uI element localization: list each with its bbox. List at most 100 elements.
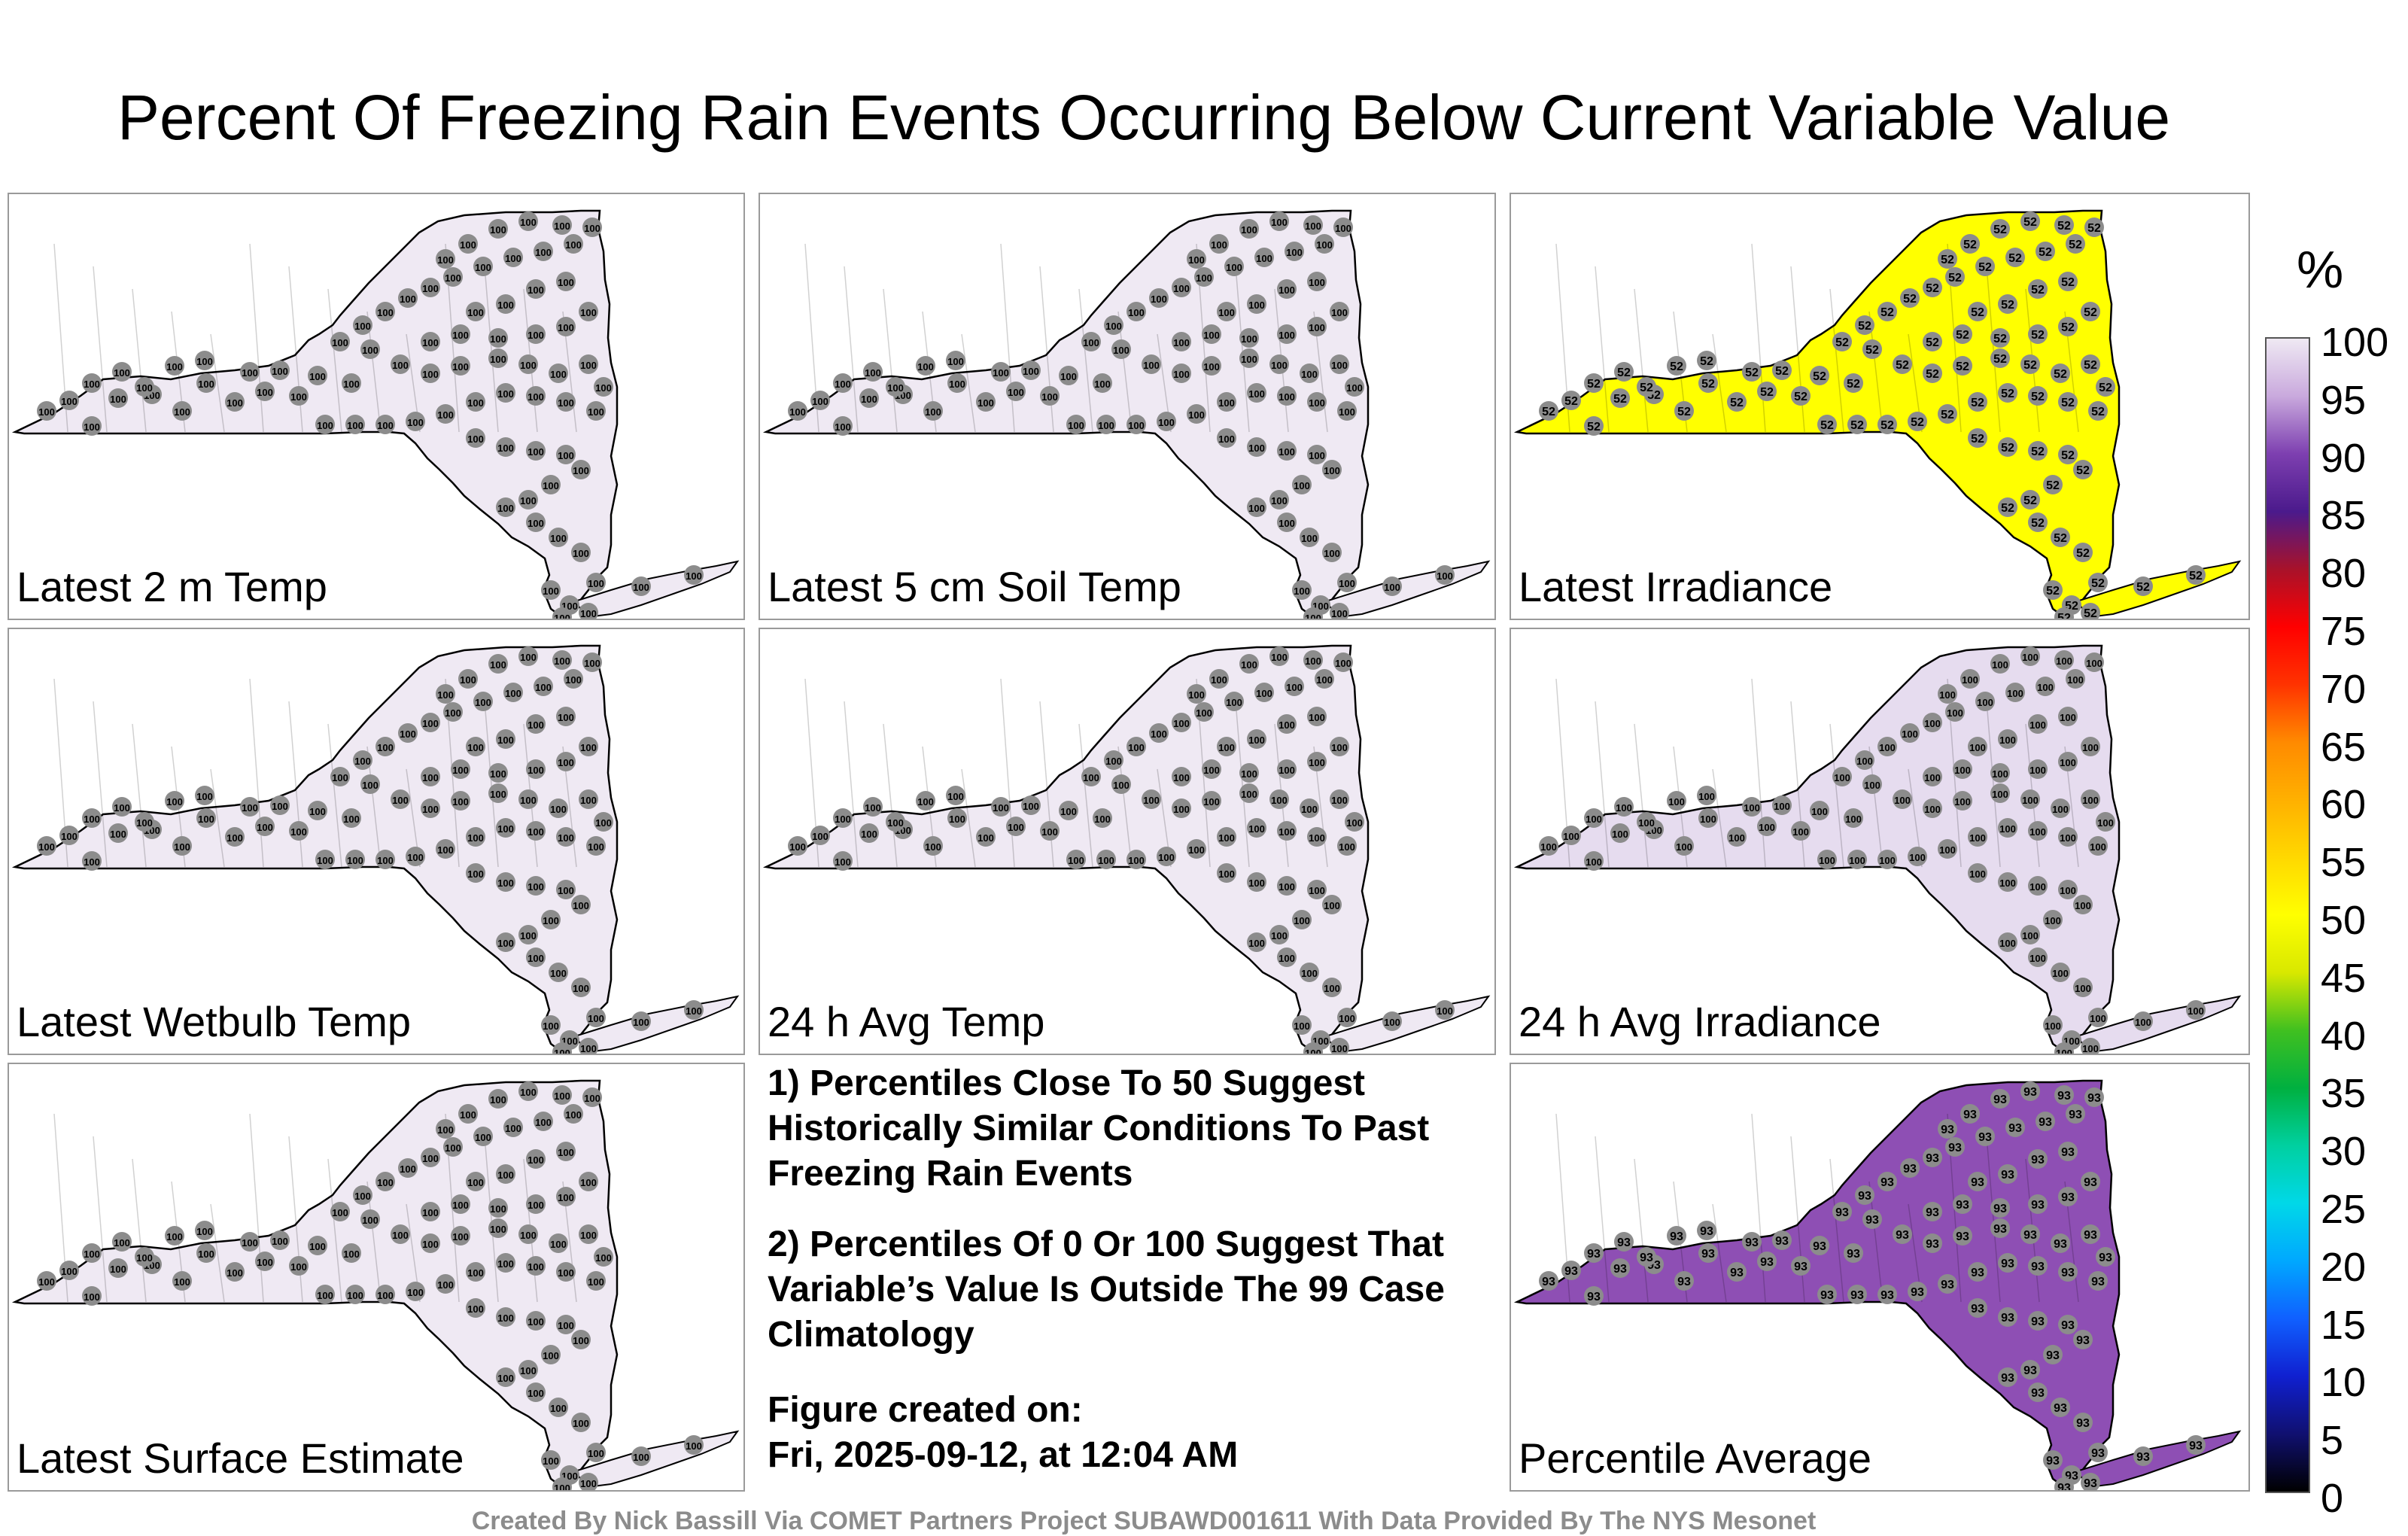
station-marker [534,1112,553,1131]
station-marker [1791,1256,1811,1276]
station-marker [631,1011,651,1031]
station-marker [1247,932,1266,952]
station-marker [1953,324,1972,344]
station-marker [466,863,485,883]
station-marker [1269,925,1289,944]
station-marker [466,1298,485,1318]
station-value: 100 [1278,826,1295,838]
station-marker [526,441,546,461]
station-value: 100 [166,796,183,808]
station-marker [2054,1042,2074,1054]
station-value: 100 [1271,360,1288,371]
station-marker [1142,354,1161,374]
station-value: 100 [2082,1043,2099,1054]
station-value: 100 [580,360,597,371]
station-marker [1333,217,1353,237]
station-value: 100 [1744,802,1760,814]
station-marker [1975,692,1995,711]
station-value: 100 [1023,801,1039,812]
station-value: 93 [1880,1176,1894,1189]
station-marker [863,362,883,382]
station-value: 93 [1896,1229,1909,1242]
station-marker [1330,354,1349,374]
station-value: 100 [1999,735,2016,746]
station-marker [1239,763,1259,783]
station-value: 100 [110,1264,126,1275]
station-marker [518,211,538,231]
station-marker [488,1218,508,1238]
station-value: 100 [114,802,130,814]
station-value: 100 [573,1418,589,1429]
station-marker [549,798,568,818]
station-marker [1142,789,1161,809]
station-marker [552,1477,572,1490]
station-marker [1968,428,1987,448]
station-value: 100 [1060,806,1077,817]
station-value: 52 [1971,433,1984,446]
station-marker [2088,401,2108,421]
station-value: 93 [2054,1402,2067,1415]
station-marker [488,654,508,674]
station-value: 100 [520,360,537,371]
station-marker [579,737,598,756]
station-value: 100 [977,397,994,409]
station-value: 52 [2076,464,2090,477]
station-value: 100 [686,1005,702,1017]
station-marker [1322,543,1342,562]
station-marker [2051,363,2070,383]
station-value: 100 [1612,829,1628,840]
station-marker [1006,817,1026,836]
station-value: 100 [2029,881,2046,893]
station-value: 52 [1941,254,1954,266]
panel-label: Latest 2 m Temp [17,563,327,610]
station-marker [556,1187,576,1206]
station-marker [2051,528,2070,547]
station-value: 100 [1305,613,1321,620]
station-value: 100 [1105,321,1122,332]
station-value: 100 [505,253,521,264]
station-marker [571,460,591,479]
station-value: 100 [1203,330,1220,341]
station-value: 52 [2061,321,2075,334]
station-value: 100 [1278,284,1295,296]
station-value: 100 [198,379,214,390]
station-marker [594,812,613,832]
station-value: 100 [1211,674,1227,686]
station-value: 100 [1849,855,1865,866]
station-marker [1217,428,1236,448]
station-marker [1157,412,1176,431]
station-marker [496,437,515,457]
station-value: 52 [1700,355,1713,368]
state-map: 52 52 52 52 52 52 52 52 52 52 52 52 52 52 52 52 52 52 52 52… [1513,209,2242,619]
station-marker [556,272,576,291]
station-marker [1104,315,1123,335]
station-value: 100 [2075,983,2091,994]
station-marker [518,354,538,374]
station-value: 100 [1248,938,1265,949]
station-marker [345,415,365,434]
station-value: 100 [1969,832,1986,844]
station-marker [1172,713,1191,732]
station-marker [406,847,425,866]
station-value: 93 [1926,1238,1939,1251]
station-marker [1637,1247,1656,1267]
station-value: 100 [1241,789,1257,800]
station-marker [586,401,606,421]
station-marker [2096,377,2115,397]
station-marker [1844,808,1863,828]
station-value: 100 [1143,360,1160,371]
map-panel-irradiance: 52 52 52 52 52 52 52 52 52 52 52 52 52 52 52 52 52 52 52 52… [1510,193,2250,620]
station-value: 93 [1820,1289,1834,1302]
station-value: 100 [2082,742,2099,753]
station-marker [1247,294,1266,314]
station-value: 100 [196,791,213,802]
station-value: 93 [2023,1229,2037,1242]
station-value: 100 [1098,855,1114,866]
station-marker [594,377,613,397]
station-marker [443,1137,463,1157]
station-value: 100 [1294,915,1310,926]
station-marker [1277,821,1297,841]
station-marker [947,373,967,393]
station-marker [526,821,546,841]
station-value: 100 [1335,658,1351,669]
